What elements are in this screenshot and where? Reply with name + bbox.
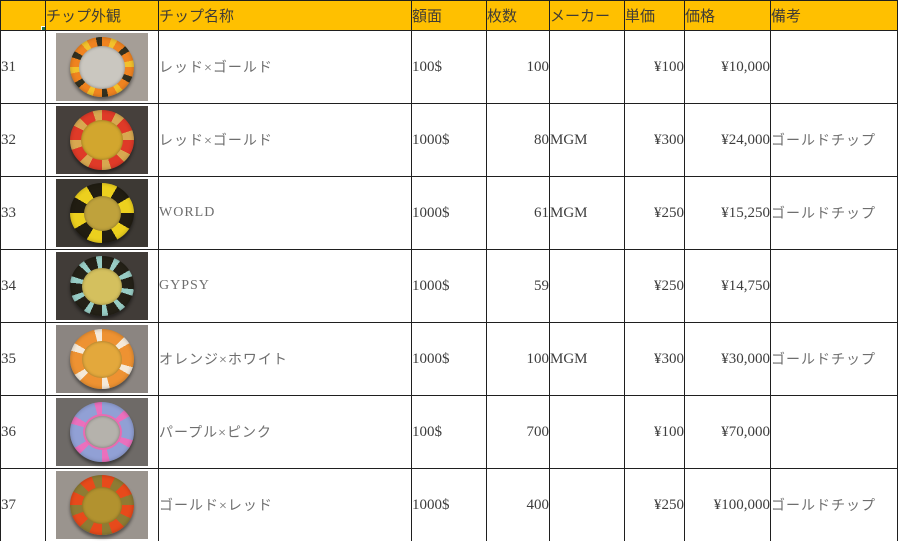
col-header-name[interactable]: チップ名称 — [158, 0, 412, 31]
chip-photo — [56, 471, 148, 539]
face-value-cell[interactable]: 1000$ — [411, 249, 487, 323]
note-cell[interactable] — [770, 249, 898, 323]
table-row: 31 レッド×ゴールド 100$ 100 ¥100 ¥10,000 — [0, 30, 898, 104]
maker-cell[interactable]: MGM — [549, 103, 625, 177]
unit-price-cell[interactable]: ¥250 — [624, 468, 685, 541]
table-row: 34 GYPSY 1000$ 59 ¥250 ¥14,750 — [0, 249, 898, 323]
col-header-note[interactable]: 備考 — [770, 0, 898, 31]
face-value-cell[interactable]: 100$ — [411, 395, 487, 469]
count-cell[interactable]: 100 — [486, 30, 550, 104]
unit-price-cell[interactable]: ¥300 — [624, 103, 685, 177]
col-header-appearance[interactable]: チップ外観 — [45, 0, 159, 31]
chip-name-cell[interactable]: WORLD — [158, 176, 412, 250]
maker-cell[interactable] — [549, 468, 625, 541]
table-row: 32 レッド×ゴールド 1000$ 80 MGM ¥300 ¥24,000 ゴー… — [0, 103, 898, 177]
chip-photo — [56, 33, 148, 101]
table-row: 35 オレンジ×ホワイト 1000$ 100 MGM ¥300 ¥30,000 … — [0, 322, 898, 396]
note-cell[interactable] — [770, 395, 898, 469]
face-value-cell[interactable]: 1000$ — [411, 468, 487, 541]
chip-name-cell[interactable]: オレンジ×ホワイト — [158, 322, 412, 396]
price-cell[interactable]: ¥15,250 — [684, 176, 771, 250]
selected-corner-cell[interactable] — [0, 0, 46, 31]
count-cell[interactable]: 59 — [486, 249, 550, 323]
chip-image — [70, 183, 134, 243]
count-cell[interactable]: 61 — [486, 176, 550, 250]
face-value-cell[interactable]: 1000$ — [411, 176, 487, 250]
chip-photo-cell[interactable] — [45, 30, 159, 104]
row-number-cell[interactable]: 32 — [0, 103, 46, 177]
chip-name-cell[interactable]: ゴールド×レッド — [158, 468, 412, 541]
maker-cell[interactable] — [549, 395, 625, 469]
chip-photo-cell[interactable] — [45, 103, 159, 177]
note-cell[interactable]: ゴールドチップ — [770, 468, 898, 541]
chip-image — [70, 329, 134, 389]
row-number-cell[interactable]: 35 — [0, 322, 46, 396]
chip-photo-cell[interactable] — [45, 249, 159, 323]
price-cell[interactable]: ¥10,000 — [684, 30, 771, 104]
face-value-cell[interactable]: 1000$ — [411, 322, 487, 396]
chip-image — [70, 475, 134, 535]
maker-cell[interactable]: MGM — [549, 176, 625, 250]
face-value-cell[interactable]: 100$ — [411, 30, 487, 104]
table-row: 33 WORLD 1000$ 61 MGM ¥250 ¥15,250 ゴールドチ… — [0, 176, 898, 250]
count-cell[interactable]: 100 — [486, 322, 550, 396]
price-cell[interactable]: ¥14,750 — [684, 249, 771, 323]
chip-photo — [56, 106, 148, 174]
chip-image — [70, 37, 134, 97]
unit-price-cell[interactable]: ¥100 — [624, 30, 685, 104]
row-number-cell[interactable]: 34 — [0, 249, 46, 323]
col-header-maker[interactable]: メーカー — [549, 0, 625, 31]
note-cell[interactable]: ゴールドチップ — [770, 103, 898, 177]
unit-price-cell[interactable]: ¥300 — [624, 322, 685, 396]
price-cell[interactable]: ¥24,000 — [684, 103, 771, 177]
count-cell[interactable]: 400 — [486, 468, 550, 541]
unit-price-cell[interactable]: ¥250 — [624, 176, 685, 250]
maker-cell[interactable] — [549, 30, 625, 104]
chip-photo — [56, 252, 148, 320]
count-cell[interactable]: 80 — [486, 103, 550, 177]
row-number-cell[interactable]: 36 — [0, 395, 46, 469]
chip-photo-cell[interactable] — [45, 468, 159, 541]
price-cell[interactable]: ¥100,000 — [684, 468, 771, 541]
chip-name-cell[interactable]: レッド×ゴールド — [158, 103, 412, 177]
table-body: 31 レッド×ゴールド 100$ 100 ¥100 ¥10,000 32 レッド… — [0, 30, 898, 541]
chip-photo — [56, 179, 148, 247]
chip-image — [70, 256, 134, 316]
col-header-unit[interactable]: 単価 — [624, 0, 685, 31]
maker-cell[interactable] — [549, 249, 625, 323]
col-header-count[interactable]: 枚数 — [486, 0, 550, 31]
header-row: チップ外観 チップ名称 額面 枚数 メーカー 単価 価格 備考 — [0, 0, 898, 31]
face-value-cell[interactable]: 1000$ — [411, 103, 487, 177]
chip-name-cell[interactable]: GYPSY — [158, 249, 412, 323]
chip-photo-cell[interactable] — [45, 395, 159, 469]
chip-photo — [56, 398, 148, 466]
note-cell[interactable]: ゴールドチップ — [770, 176, 898, 250]
row-number-cell[interactable]: 31 — [0, 30, 46, 104]
chip-name-cell[interactable]: パープル×ピンク — [158, 395, 412, 469]
note-cell[interactable]: ゴールドチップ — [770, 322, 898, 396]
col-header-face[interactable]: 額面 — [411, 0, 487, 31]
chip-photo — [56, 325, 148, 393]
table-row: 36 パープル×ピンク 100$ 700 ¥100 ¥70,000 — [0, 395, 898, 469]
price-cell[interactable]: ¥30,000 — [684, 322, 771, 396]
note-cell[interactable] — [770, 30, 898, 104]
chip-image — [70, 110, 134, 170]
unit-price-cell[interactable]: ¥250 — [624, 249, 685, 323]
chip-name-cell[interactable]: レッド×ゴールド — [158, 30, 412, 104]
chip-photo-cell[interactable] — [45, 176, 159, 250]
maker-cell[interactable]: MGM — [549, 322, 625, 396]
chip-image — [70, 402, 134, 462]
row-number-cell[interactable]: 33 — [0, 176, 46, 250]
price-cell[interactable]: ¥70,000 — [684, 395, 771, 469]
selection-fill-handle[interactable] — [41, 26, 45, 30]
table-row: 37 ゴールド×レッド 1000$ 400 ¥250 ¥100,000 ゴールド… — [0, 468, 898, 541]
row-number-cell[interactable]: 37 — [0, 468, 46, 541]
chip-photo-cell[interactable] — [45, 322, 159, 396]
count-cell[interactable]: 700 — [486, 395, 550, 469]
unit-price-cell[interactable]: ¥100 — [624, 395, 685, 469]
col-header-price[interactable]: 価格 — [684, 0, 771, 31]
